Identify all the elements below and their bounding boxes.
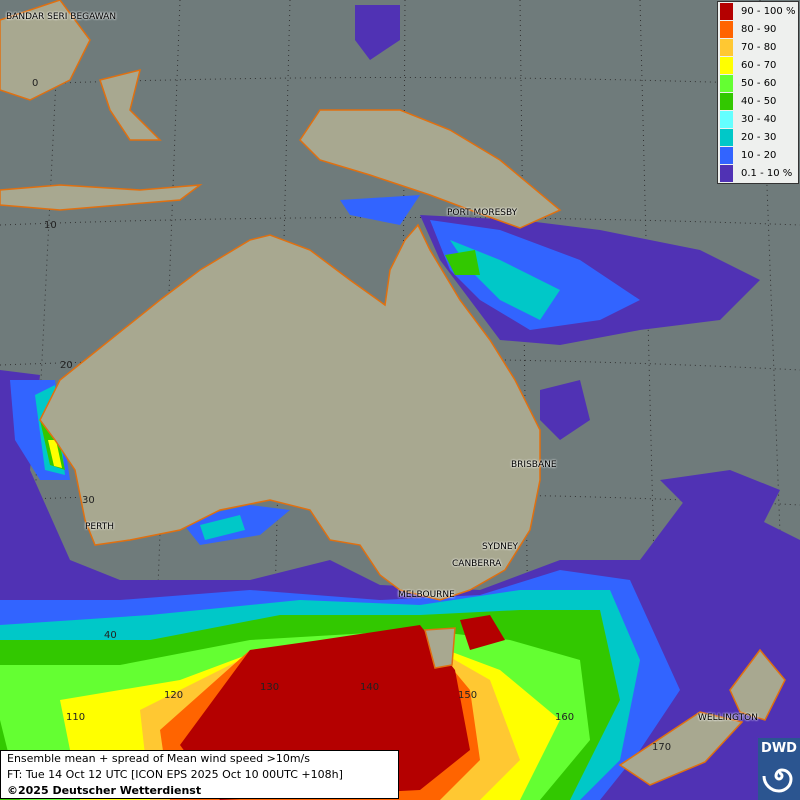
sulawesi [99,68,162,141]
grid-label: 160 [555,712,575,723]
city-label: WELLINGTON [698,713,758,723]
grid-label: 170 [652,742,672,753]
legend-item: 90 - 100 % [718,2,798,20]
city-label: PORT MORESBY [447,208,518,218]
nz-north [729,648,786,721]
landmasses [0,0,786,786]
copyright: ©2025 Deutscher Wetterdienst [7,784,202,797]
legend-item: 60 - 70 [718,56,798,74]
forecast-time: FT: Tue 14 Oct 12 UTC [ICON EPS 2025 Oct… [7,768,343,781]
australia [39,223,541,601]
grid-label: 20 [60,360,73,371]
indonesia-islands [0,184,203,211]
legend-item: 50 - 60 [718,74,798,92]
city-label: BRISBANE [511,460,557,470]
grid-label: 130 [260,682,280,693]
city-label: SYDNEY [482,542,519,552]
info-box: Ensemble mean + spread of Mean wind spee… [0,750,399,799]
city-label: CANBERRA [452,559,502,569]
legend-item: 20 - 30 [718,128,798,146]
new-guinea [299,109,562,229]
grid-label: 110 [66,712,86,723]
nz-south [618,711,744,786]
product-title: Ensemble mean + spread of Mean wind spee… [7,752,310,765]
legend: 90 - 100 % 80 - 90 70 - 80 60 - 70 50 - … [717,1,799,184]
borneo [0,0,91,101]
legend-item: 70 - 80 [718,38,798,56]
city-label: BANDAR SERI BEGAWAN [6,12,117,22]
legend-item: 30 - 40 [718,110,798,128]
grid-label: 0 [32,78,39,89]
grid-label: 150 [458,690,478,701]
grid-label: 40 [104,630,117,641]
legend-item: 10 - 20 [718,146,798,164]
grid-label: 120 [164,690,184,701]
legend-item: 40 - 50 [718,92,798,110]
grid-label: 30 [82,495,95,506]
city-label: MELBOURNE [398,590,455,600]
spiral-icon [762,768,793,793]
legend-item: 80 - 90 [718,20,798,38]
grid-label: 140 [360,682,380,693]
dwd-logo: DWD [758,738,800,800]
city-label: PERTH [85,522,114,532]
grid-label: 10 [44,220,57,231]
legend-item: 0.1 - 10 % [718,164,798,182]
tasmania [424,627,456,669]
